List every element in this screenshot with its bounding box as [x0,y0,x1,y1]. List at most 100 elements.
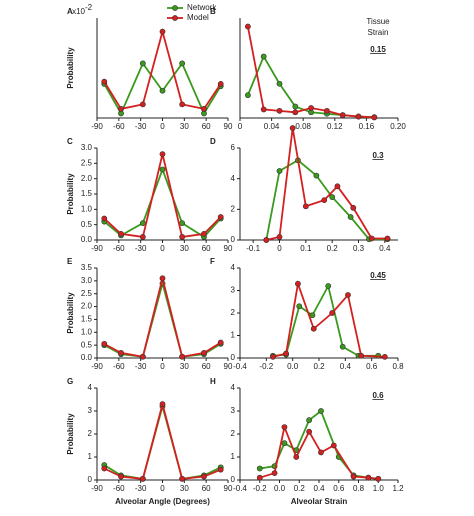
panel-letter: H [210,377,216,386]
data-point [244,23,251,30]
y-tick-label: 3.0 [81,276,93,285]
series-line [103,153,222,238]
data-point [347,214,354,220]
y-tick-label: 3 [231,286,236,295]
data-point [276,107,283,114]
data-point [101,215,108,222]
data-point [292,109,299,116]
x-tick-label: 30 [180,244,189,253]
data-point [329,310,336,316]
series-line [272,283,379,357]
data-point [118,230,124,237]
y-tick-label: 0.0 [81,353,93,362]
y-tick-label: 3 [231,406,236,415]
data-point [384,235,391,242]
data-point [289,125,296,131]
y-tick-label: 0.5 [81,340,93,349]
data-point [201,473,207,480]
data-point [355,113,362,120]
data-point [276,80,283,87]
x-tick-label: 0.4 [313,484,325,493]
data-point [260,53,267,60]
data-point [365,474,372,481]
x-tick-label: 0.6 [333,484,345,493]
data-point [306,428,313,435]
x-tick-label: 90 [224,122,233,131]
data-point [139,353,146,360]
series-line [247,26,375,119]
data-point [118,349,124,356]
x-tick-label: 0.3 [353,244,365,253]
panel-letter: D [210,137,216,146]
data-point [139,101,146,108]
x-tick-label: 30 [180,484,189,493]
x-tick-label: 0 [160,484,165,493]
y-tick-label: 0.5 [81,220,93,229]
y-tick-label: 2 [231,429,236,438]
data-point [281,440,288,447]
data-point [118,106,124,112]
data-point [276,234,283,240]
x-tick-label: 30 [180,122,189,131]
x-tick-label: 90 [224,244,233,253]
data-point [244,92,251,99]
data-point [217,214,224,220]
y-tick-label: 2 [88,429,93,438]
data-point [139,220,146,227]
y-axis-label: Probability [66,292,75,334]
x-tick-label: 60 [202,484,211,493]
y-axis-label: Probability [66,173,75,215]
strain-value: 0.15 [370,45,386,54]
x-tick-label: -30 [135,244,147,253]
data-point [201,230,207,237]
annotation: Tissue [366,17,390,26]
x-tick-label: -30 [135,122,147,131]
data-point [308,105,314,111]
x-tick-label: 1.0 [373,484,385,493]
data-point [283,350,289,357]
data-point [101,340,108,347]
y-tick-label: 4 [231,263,236,272]
series-line [103,400,222,480]
data-point [306,417,313,424]
data-point [159,275,166,282]
data-point [309,312,316,319]
series-line [272,280,385,358]
data-point [256,465,263,472]
x-tick-label: 0 [160,244,165,253]
data-point [139,60,146,67]
x-tick-label: 0.8 [392,362,404,371]
y-tick-label: 0 [88,475,93,484]
data-point [179,220,186,227]
x-tick-label: -60 [113,244,125,253]
data-point [217,81,224,87]
x-tick-label: 90 [224,484,233,493]
data-point [292,103,299,110]
data-point [159,166,166,173]
data-point [293,454,300,460]
x-tick-label: -90 [91,244,103,253]
data-point [321,197,328,204]
x-tick-label: -60 [113,484,125,493]
legend-label: Network [187,3,217,12]
y-tick-label: 4 [231,174,236,183]
x-tick-label: 0.0 [287,362,299,371]
x-tick-label: 60 [202,122,211,131]
x-tick-label: -90 [91,122,103,131]
x-tick-label: -0.4 [233,362,247,371]
data-point [302,203,309,210]
data-point [217,339,224,346]
y-tick-label: 0 [231,353,236,362]
legend-marker [172,15,178,21]
x-tick-label: -60 [113,122,125,131]
x-tick-label: 0 [277,244,282,253]
y-tick-label: 1.5 [81,189,93,198]
x-tick-label: 0 [238,122,243,131]
x-tick-label: -30 [135,362,147,371]
x-tick-label: 0.8 [353,484,365,493]
data-point [334,183,341,190]
series-line [103,279,222,358]
series-line [103,166,222,239]
x-axis-label: Alveolar Angle (Degrees) [115,497,210,506]
